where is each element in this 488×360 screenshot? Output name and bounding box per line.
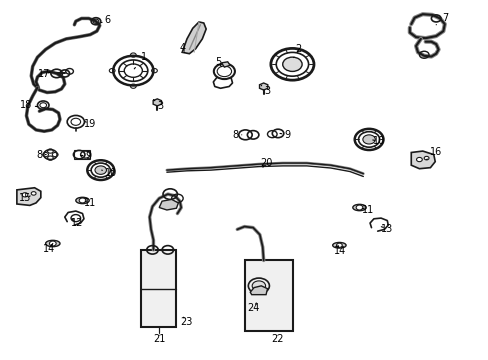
Text: 10: 10 [102,168,117,178]
Text: 21: 21 [153,334,165,345]
Text: 13: 13 [381,224,393,234]
Text: 14: 14 [333,245,346,256]
Circle shape [31,192,36,195]
Text: 14: 14 [43,243,55,254]
Text: 2: 2 [293,45,301,58]
Text: 8: 8 [232,130,241,140]
Circle shape [416,157,422,162]
Text: 9: 9 [280,130,290,140]
Text: 9: 9 [81,151,92,161]
Text: 18: 18 [20,100,38,110]
Bar [245,260,293,331]
Circle shape [362,135,375,144]
Circle shape [79,198,86,203]
Text: 19: 19 [84,118,96,129]
Polygon shape [159,199,178,210]
Polygon shape [221,62,230,67]
Circle shape [336,243,342,247]
Text: 6: 6 [101,15,111,25]
Text: 15: 15 [19,193,31,203]
Text: 17: 17 [38,69,50,79]
Polygon shape [182,22,206,54]
Circle shape [95,166,106,174]
Text: 10: 10 [372,136,384,146]
Ellipse shape [352,204,366,211]
Text: 3: 3 [261,85,270,96]
Polygon shape [17,188,41,206]
Text: 11: 11 [361,205,373,215]
Circle shape [424,156,428,160]
Ellipse shape [76,197,89,204]
Text: 23: 23 [180,317,192,327]
Circle shape [22,193,28,197]
Text: 20: 20 [259,158,272,168]
Text: 16: 16 [426,148,442,159]
Text: 4: 4 [179,44,185,53]
Ellipse shape [332,242,346,248]
Text: 8: 8 [36,150,46,159]
Text: 22: 22 [270,334,283,345]
Text: 11: 11 [84,198,96,208]
Polygon shape [259,83,267,90]
Circle shape [252,281,265,291]
Text: 12: 12 [70,218,83,228]
Ellipse shape [45,240,60,247]
Text: 5: 5 [215,57,221,67]
Polygon shape [410,151,434,169]
Circle shape [355,205,362,210]
Text: 3: 3 [153,100,163,111]
Circle shape [282,57,302,71]
Circle shape [49,241,56,246]
Text: 24: 24 [246,303,259,313]
Polygon shape [153,99,161,106]
Bar [141,250,176,328]
Text: 1: 1 [134,52,146,69]
Text: 7: 7 [435,13,448,25]
Polygon shape [250,286,267,294]
